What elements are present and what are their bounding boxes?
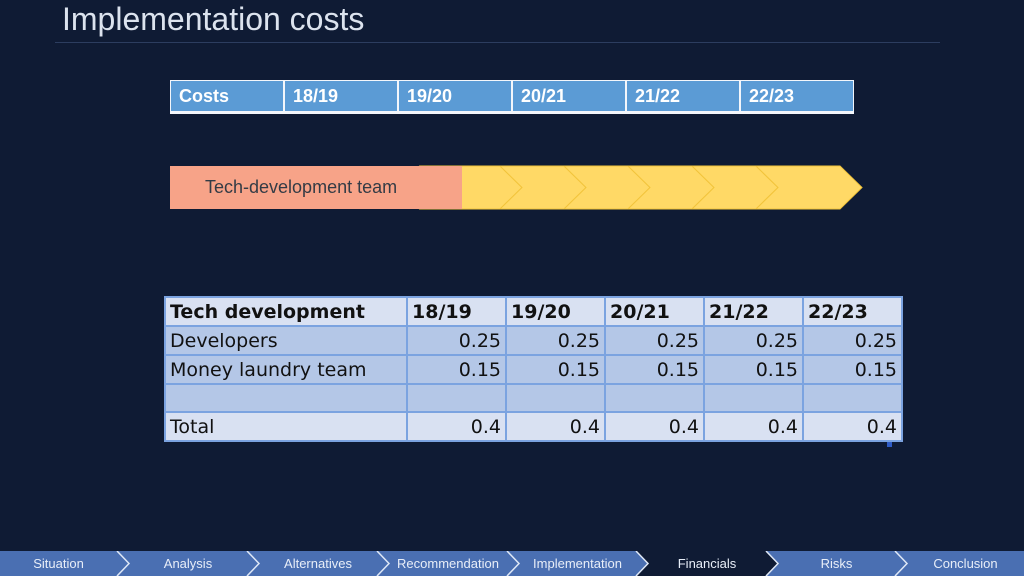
nav-chevron-separator xyxy=(246,551,261,576)
value-cell[interactable]: 0.4 xyxy=(802,411,903,442)
years-header-costs[interactable]: Costs xyxy=(171,81,283,111)
years-header-1819[interactable]: 18/19 xyxy=(285,81,397,111)
nav-item-situation[interactable]: Situation xyxy=(33,556,84,571)
header-cell[interactable]: 21/22 xyxy=(703,296,804,327)
table-row: Money laundry team 0.15 0.15 0.15 0.15 0… xyxy=(164,354,903,385)
header-cell[interactable]: 22/23 xyxy=(802,296,903,327)
nav-item-risks[interactable]: Risks xyxy=(820,556,853,571)
value-cell[interactable]: 0.15 xyxy=(802,354,903,385)
value-cell[interactable] xyxy=(802,383,903,413)
nav-chevron-separator xyxy=(116,551,131,576)
nav-item-analysis[interactable]: Analysis xyxy=(163,556,213,571)
nav-chevrons xyxy=(116,551,909,576)
team-label: Tech-development team xyxy=(205,177,398,197)
header-cell[interactable]: 20/21 xyxy=(604,296,705,327)
nav-item-recommendation[interactable]: Recommendation xyxy=(397,556,499,571)
value-cell[interactable]: 0.4 xyxy=(703,411,804,442)
cost-table-header: Tech development 18/19 19/20 20/21 21/22… xyxy=(164,296,903,327)
years-header-1920[interactable]: 19/20 xyxy=(399,81,511,111)
value-cell[interactable]: 0.15 xyxy=(406,354,507,385)
nav-active-segment xyxy=(636,551,778,576)
nav-chevron-separator xyxy=(376,551,391,576)
nav-item-alternatives[interactable]: Alternatives xyxy=(284,556,352,571)
table-row-total: Total 0.4 0.4 0.4 0.4 0.4 xyxy=(164,411,903,442)
tech-development-team-bar[interactable]: Tech-development team xyxy=(170,166,462,209)
row-label[interactable]: Money laundry team xyxy=(164,354,408,385)
years-header-2021[interactable]: 20/21 xyxy=(513,81,625,111)
title-divider xyxy=(55,42,940,43)
table-resize-handle[interactable] xyxy=(887,442,892,447)
nav-item-financials[interactable]: Financials xyxy=(677,556,737,571)
header-cell[interactable]: 18/19 xyxy=(406,296,507,327)
header-cell[interactable]: 19/20 xyxy=(505,296,606,327)
row-label[interactable]: Developers xyxy=(164,325,408,356)
nav-item-implementation[interactable]: Implementation xyxy=(533,556,622,571)
value-cell[interactable]: 0.15 xyxy=(604,354,705,385)
section-nav-bar: Situation Analysis Alternatives Recommen… xyxy=(0,551,1024,576)
nav-chevron-separator xyxy=(506,551,521,576)
value-cell[interactable]: 0.25 xyxy=(406,325,507,356)
value-cell[interactable]: 0.25 xyxy=(703,325,804,356)
table-row: Developers 0.25 0.25 0.25 0.25 0.25 xyxy=(164,325,903,356)
value-cell[interactable]: 0.25 xyxy=(505,325,606,356)
years-header-table: Costs 18/19 19/20 20/21 21/22 22/23 xyxy=(170,80,854,114)
row-label[interactable] xyxy=(164,383,408,413)
value-cell[interactable]: 0.15 xyxy=(703,354,804,385)
table-row-empty xyxy=(164,383,903,413)
years-header-2223[interactable]: 22/23 xyxy=(741,81,853,111)
nav-chevron-separator xyxy=(894,551,909,576)
header-cell[interactable]: Tech development xyxy=(164,296,408,327)
value-cell[interactable] xyxy=(406,383,507,413)
value-cell[interactable]: 0.4 xyxy=(505,411,606,442)
nav-item-conclusion[interactable]: Conclusion xyxy=(933,556,998,571)
slide-title: Implementation costs xyxy=(62,1,365,37)
value-cell[interactable]: 0.4 xyxy=(406,411,507,442)
value-cell[interactable]: 0.4 xyxy=(604,411,705,442)
years-header-2122[interactable]: 21/22 xyxy=(627,81,739,111)
value-cell[interactable] xyxy=(505,383,606,413)
value-cell[interactable] xyxy=(703,383,804,413)
nav-chevron-separator xyxy=(635,551,650,576)
value-cell[interactable]: 0.15 xyxy=(505,354,606,385)
cost-table: Tech development 18/19 19/20 20/21 21/22… xyxy=(164,296,903,442)
value-cell[interactable] xyxy=(604,383,705,413)
value-cell[interactable]: 0.25 xyxy=(802,325,903,356)
nav-chevron-separator xyxy=(765,551,780,576)
value-cell[interactable]: 0.25 xyxy=(604,325,705,356)
row-label[interactable]: Total xyxy=(164,411,408,442)
chevron-6[interactable] xyxy=(754,165,863,210)
